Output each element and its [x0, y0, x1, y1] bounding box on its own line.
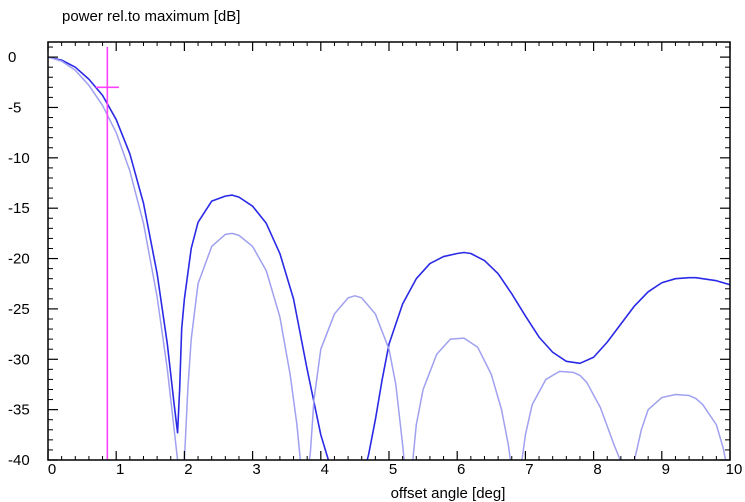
ticks-layer: 0 1 2 3 4 5 6 7 8 9 10 0 -5 -10 -15 -20 -25 -30 -35 -40 [8, 42, 742, 478]
x-tick-label: 1 [116, 461, 124, 478]
y-tick-label: -15 [8, 200, 30, 217]
marker-layer [95, 47, 119, 460]
y-tick-label: -30 [8, 351, 30, 368]
series-line-1 [48, 56, 730, 460]
x-tick-label: 8 [593, 461, 601, 478]
x-tick-label: 9 [662, 461, 670, 478]
y-tick-label: -5 [8, 99, 21, 116]
y-axis-title: power rel.to maximum [dB] [62, 8, 240, 25]
x-tick-label: 10 [726, 461, 743, 478]
y-tick-label: -35 [8, 402, 30, 419]
x-tick-label: 4 [321, 461, 329, 478]
x-tick-label: 2 [184, 461, 192, 478]
y-tick-label: -20 [8, 251, 30, 268]
x-tick-label: 3 [252, 461, 260, 478]
x-tick-label: 0 [48, 461, 56, 478]
x-tick-label: 5 [389, 461, 397, 478]
x-tick-label: 6 [457, 461, 465, 478]
y-tick-label: -25 [8, 301, 30, 318]
y-tick-label: 0 [8, 49, 16, 66]
y-tick-label: -40 [8, 452, 30, 469]
x-tick-label: 7 [525, 461, 533, 478]
x-axis-title: offset angle [deg] [391, 485, 506, 502]
series-line-2 [48, 56, 727, 460]
y-tick-label: -10 [8, 150, 30, 167]
series-layer [48, 56, 730, 460]
